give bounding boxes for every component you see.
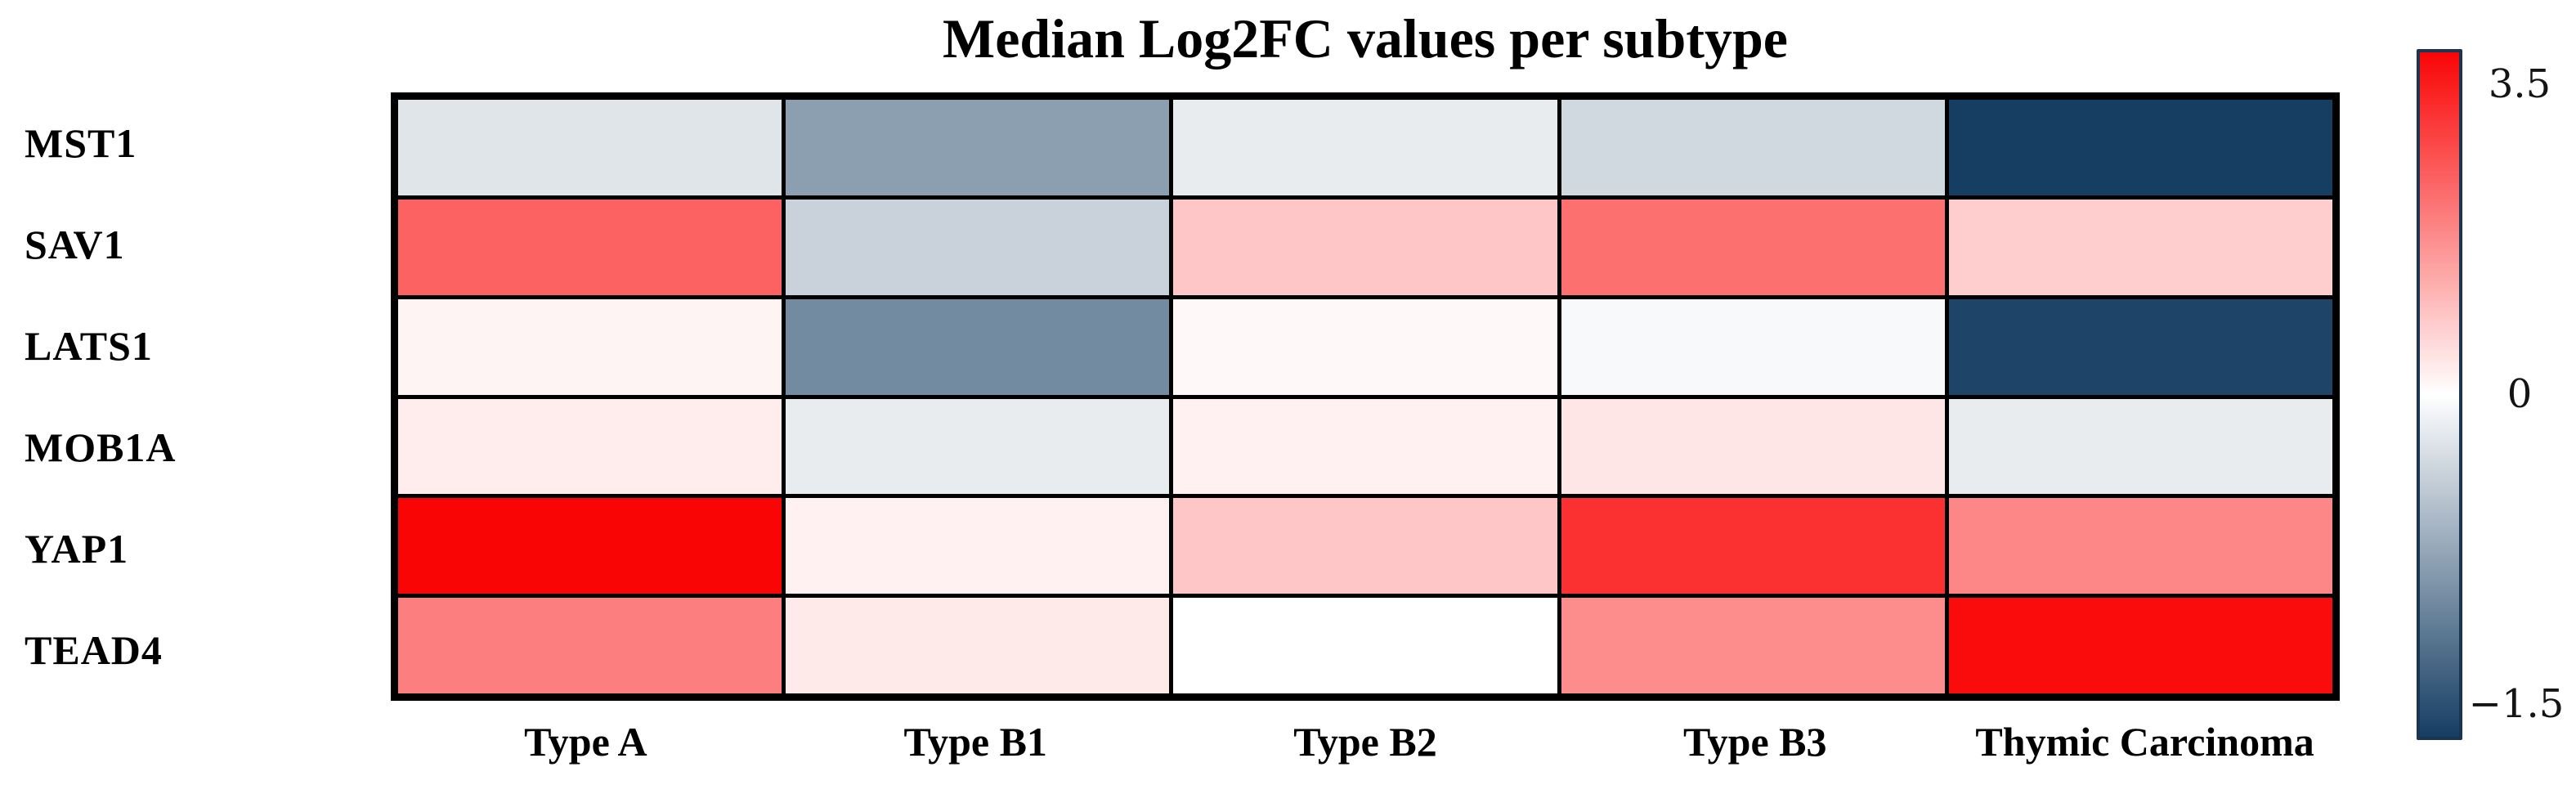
chart-title: Median Log2FC values per subtype: [943, 7, 1788, 70]
heatmap-cell: [1561, 598, 1945, 693]
col-label: Type B1: [903, 719, 1047, 765]
row-label: MST1: [25, 120, 137, 166]
heatmap-cell: [1173, 100, 1557, 195]
heatmap-cell: [786, 100, 1170, 195]
heatmap-cell: [1561, 498, 1945, 594]
heatmap-cell: [1948, 598, 2332, 693]
heatmap-cell: [786, 298, 1170, 395]
heatmap-cell: [1561, 199, 1945, 295]
row-label: LATS1: [25, 323, 153, 369]
heatmap-cell: [786, 498, 1170, 594]
heatmap-cell: [1173, 298, 1557, 395]
heatmap-cell: [398, 398, 782, 495]
colorbar-tick-max: 3.5: [2488, 61, 2551, 107]
heatmap-cell: [786, 398, 1170, 495]
y-axis-labels: MST1 SAV1 LATS1 MOB1A YAP1 TEAD4: [25, 92, 376, 701]
heatmap-cell: [398, 498, 782, 594]
row-label: YAP1: [25, 526, 129, 572]
heatmap-cell: [1948, 298, 2332, 395]
heatmap-cell: [1561, 100, 1945, 195]
heatmap-cell: [1948, 498, 2332, 594]
heatmap-cell: [1173, 598, 1557, 693]
heatmap-cell: [1948, 100, 2332, 195]
col-label: Thymic Carcinoma: [1975, 719, 2314, 765]
heatmap-cell: [1173, 398, 1557, 495]
row-label: MOB1A: [25, 424, 177, 470]
col-label: Type A: [524, 719, 647, 765]
heatmap-cell: [1173, 199, 1557, 295]
heatmap-cell: [1948, 199, 2332, 295]
row-label: SAV1: [25, 222, 125, 267]
heatmap-cell: [398, 298, 782, 395]
row-label: TEAD4: [25, 627, 163, 673]
heatmap-cell: [786, 199, 1170, 295]
colorbar-tick-min: −1.5: [2468, 681, 2565, 727]
colorbar-tick-zero: 0: [2507, 371, 2533, 417]
heatmap-cell: [398, 598, 782, 693]
col-label: Type B2: [1293, 719, 1437, 765]
heatmap-cell: [786, 598, 1170, 693]
colorbar: [2417, 49, 2462, 740]
heatmap-cell: [1173, 498, 1557, 594]
heatmap-cell: [398, 100, 782, 195]
heatmap-cell: [1561, 298, 1945, 395]
heatmap-cell: [1948, 398, 2332, 495]
heatmap-cell: [398, 199, 782, 295]
heatmap-grid: [391, 92, 2340, 701]
colorbar-gradient: [2420, 52, 2459, 737]
heatmap-cell: [1561, 398, 1945, 495]
col-label: Type B3: [1683, 719, 1827, 765]
x-axis-labels: Type A Type B1 Type B2 Type B3 Thymic Carcin…: [391, 713, 2340, 770]
